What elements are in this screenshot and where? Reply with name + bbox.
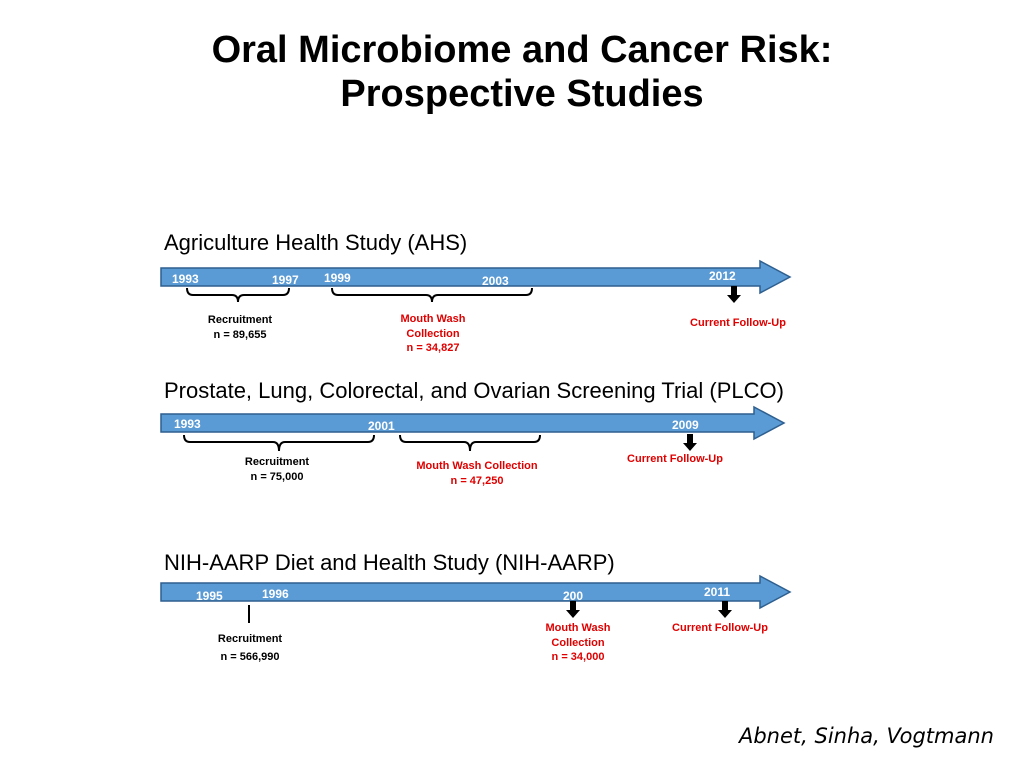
nihaarp-year-1996: 1996: [262, 587, 289, 601]
ahs-recruitment-brace: [186, 287, 290, 303]
nihaarp-study-title: NIH-AARP Diet and Health Study (NIH-AARP…: [164, 550, 615, 575]
page-title-line-2: Prospective Studies: [340, 73, 704, 115]
ahs-year-1997: 1997: [272, 273, 299, 287]
ahs-timeline: 1993 1997 1999 2003 2012: [160, 259, 792, 300]
plco-recruitment-label: Recruitment n = 75,000: [244, 456, 310, 483]
plco-study-title: Prostate, Lung, Colorectal, and Ovarian …: [164, 378, 784, 403]
plco-year-1993: 1993: [174, 417, 201, 431]
page-title: Oral Microbiome and Cancer Risk: Prospec…: [0, 28, 1024, 116]
plco-followup-arrow-icon: [683, 434, 697, 451]
author-credit: Abnet, Sinha, Vogtmann: [738, 724, 994, 748]
ahs-followup-label: Current Follow-Up: [690, 317, 786, 329]
plco-mouthwash-brace: [399, 434, 541, 452]
nihaarp-recruitment-tick: [248, 605, 250, 623]
ahs-year-2012: 2012: [709, 269, 736, 283]
nihaarp-mouthwash-arrow-icon: [566, 601, 580, 618]
nihaarp-year-1995: 1995: [196, 589, 223, 603]
plco-recruitment-brace: [183, 434, 375, 452]
ahs-timeline-arrow: [160, 259, 792, 295]
ahs-followup-arrow-icon: [727, 286, 741, 303]
nihaarp-timeline-arrow: [160, 574, 792, 610]
plco-followup-label: Current Follow-Up: [627, 453, 723, 465]
nihaarp-mouthwash-label: Mouth Wash Collection n = 34,000: [545, 622, 611, 663]
ahs-mouthwash-brace: [331, 287, 533, 303]
nihaarp-followup-label: Current Follow-Up: [672, 622, 768, 634]
nihaarp-year-2011: 2011: [704, 585, 731, 599]
plco-year-2001: 2001: [368, 419, 395, 433]
nihaarp-timeline: 1995 1996 200 2011: [160, 574, 792, 615]
plco-timeline: 1993 2001 2009: [160, 405, 792, 446]
ahs-year-2003: 2003: [482, 274, 509, 288]
ahs-year-1999: 1999: [324, 271, 351, 285]
ahs-year-1993: 1993: [172, 272, 199, 286]
nihaarp-followup-arrow-icon: [718, 601, 732, 618]
ahs-recruitment-label: Recruitment n = 89,655: [207, 314, 273, 341]
nihaarp-year-200: 200: [563, 589, 584, 603]
ahs-study-title: Agriculture Health Study (AHS): [164, 230, 468, 255]
ahs-mouthwash-label: Mouth Wash Collection n = 34,827: [400, 313, 466, 354]
page-title-line-1: Oral Microbiome and Cancer Risk:: [211, 29, 833, 71]
plco-year-2009: 2009: [672, 418, 699, 432]
plco-mouthwash-label: Mouth Wash Collection n = 47,250: [416, 460, 538, 487]
plco-timeline-arrow: [160, 405, 786, 441]
nihaarp-recruitment-label: Recruitment n = 566,990: [217, 633, 283, 663]
